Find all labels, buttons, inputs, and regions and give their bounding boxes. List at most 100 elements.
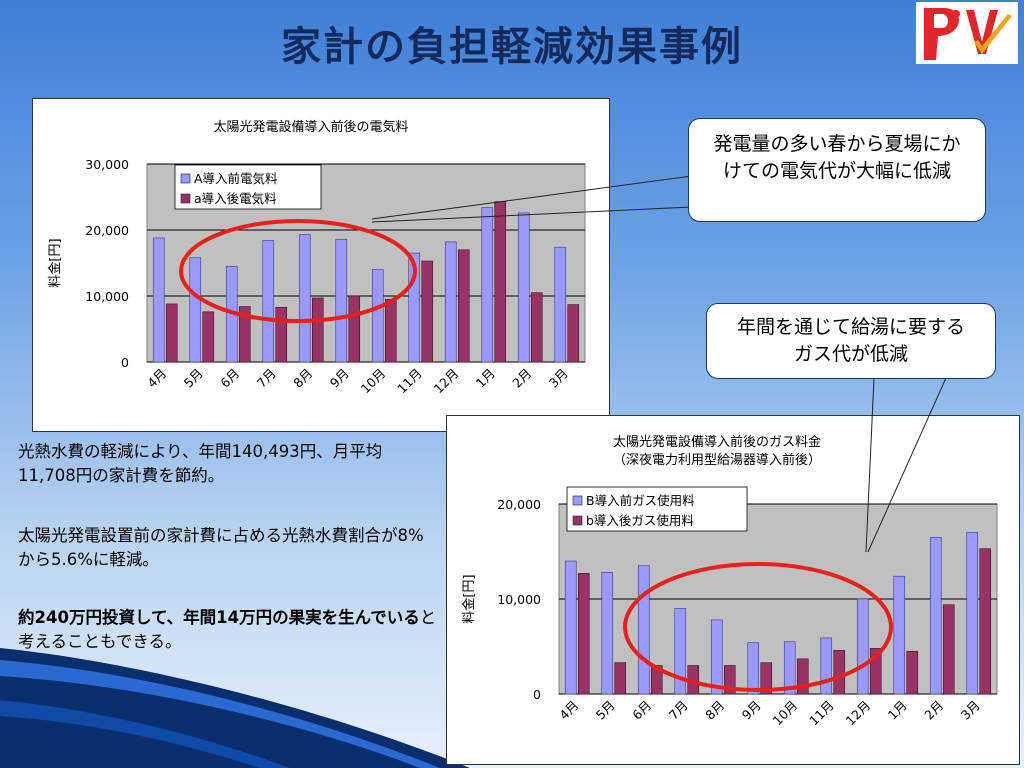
elec-bar-before — [335, 238, 348, 363]
gas-legend-swatch — [572, 515, 583, 526]
elec-bar-after — [421, 260, 434, 363]
gas-xtick-label: 12月 — [843, 698, 874, 729]
gas-bar-after — [869, 648, 882, 695]
gas-bar-before — [710, 619, 723, 695]
gas-bar-before — [820, 637, 833, 695]
elec-bar-after — [530, 292, 543, 363]
gas-bar-before — [929, 536, 942, 695]
elec-bar-before — [444, 241, 457, 363]
gas-bar-before — [564, 560, 577, 695]
elec-legend-label: a導入後電気料 — [194, 191, 277, 206]
elec-bar-before — [298, 234, 311, 363]
gas-chart-panel: 太陽光発電設備導入前後のガス料金 （深夜電力利用型給湯器導入前後） 0 10,000 2… — [446, 415, 1020, 765]
elec-bar-before — [371, 269, 384, 363]
gas-legend-label: B導入前ガス使用料 — [586, 493, 695, 508]
gas-bar-after — [942, 604, 955, 695]
elec-bar-after — [311, 297, 324, 363]
gas-bar-after — [650, 665, 663, 695]
elec-bar-before — [189, 257, 202, 363]
gas-ylabel: 料金[円] — [461, 574, 477, 623]
elec-bar-after — [202, 311, 215, 363]
elec-bar-before — [262, 240, 275, 363]
elec-xtick-label: 10月 — [358, 366, 389, 397]
elec-xtick-label: 2月 — [509, 366, 534, 391]
elec-xtick-label: 8月 — [290, 366, 315, 391]
gas-xtick-label: 7月 — [666, 698, 691, 723]
elec-bar-after — [275, 306, 288, 363]
gas-title: 太陽光発電設備導入前後のガス料金 — [613, 434, 821, 450]
gas-xtick-label: 4月 — [556, 698, 581, 723]
pv-logo-icon — [916, 2, 1018, 64]
gas-bar-before — [893, 575, 906, 695]
gas-ytick-label: 0 — [533, 687, 541, 702]
gas-bar-after — [687, 665, 700, 695]
gas-bar-after — [796, 658, 809, 695]
body-paragraph-3-rest: と考えることもできる。 — [18, 608, 437, 651]
callout-gas: 年間を通じて給湯に要するガス代が低減 — [706, 303, 996, 379]
elec-xtick-label: 11月 — [394, 366, 425, 397]
gas-xtick-label: 3月 — [958, 698, 983, 723]
gas-bar-before — [637, 565, 650, 695]
slide-title: 家計の負担軽減効果事例 — [281, 23, 743, 70]
gas-bar-before — [674, 608, 687, 695]
elec-bar-before — [554, 246, 567, 363]
elec-bar-after — [238, 306, 251, 363]
gas-bar-after — [614, 662, 627, 695]
elec-legend-label: A導入前電気料 — [194, 171, 278, 186]
elec-bar-after — [567, 304, 580, 363]
elec-bar-after — [494, 201, 507, 363]
elec-legend-swatch — [180, 193, 191, 204]
gas-legend-swatch — [572, 495, 583, 506]
gas-legend-label: b導入後ガス使用料 — [586, 513, 694, 528]
elec-ytick-label: 20,000 — [85, 223, 129, 238]
callout-electricity: 発電量の多い春から夏場にかけての電気代が大幅に低減 — [688, 118, 986, 222]
gas-xtick-label: 11月 — [806, 698, 837, 729]
elec-xtick-label: 12月 — [431, 366, 462, 397]
gas-bar-after — [577, 573, 590, 695]
gas-xtick-label: 9月 — [739, 698, 764, 723]
gas-legend-box — [566, 486, 748, 532]
elec-title: 太陽光発電設備導入前後の電気料 — [213, 119, 408, 135]
elec-bar-after — [165, 303, 178, 363]
elec-bar-before — [408, 252, 421, 363]
elec-ytick-label: 10,000 — [85, 289, 129, 304]
elec-xtick-label: 9月 — [327, 366, 352, 391]
elec-xtick-label: 3月 — [546, 366, 571, 391]
elec-xtick-label: 7月 — [254, 366, 279, 391]
gas-bar-after — [906, 650, 919, 695]
gas-xtick-label: 1月 — [885, 698, 910, 723]
gas-bar-after — [979, 548, 992, 695]
electricity-chart-panel: 太陽光発電設備導入前後の電気料 0 10,000 20,000 30,000 料金[円] 4… — [32, 98, 610, 432]
elec-legend-box — [174, 164, 322, 210]
electricity-chart: 太陽光発電設備導入前後の電気料 0 10,000 20,000 30,000 料金[円] 4… — [47, 119, 586, 397]
gas-xtick-label: 8月 — [702, 698, 727, 723]
gas-ytick-label: 20,000 — [497, 497, 541, 512]
body-paragraph-3-bold: 約240万円投資して、年間14万円の果実を生んでいる — [18, 608, 420, 627]
elec-xtick-label: 6月 — [217, 366, 242, 391]
elec-xtick-label: 4月 — [144, 366, 169, 391]
gas-ytick-label: 10,000 — [497, 592, 541, 607]
elec-xtick-label: 1月 — [473, 366, 498, 391]
gas-bar-after — [833, 650, 846, 695]
body-paragraph-3: 約240万円投資して、年間14万円の果実を生んでいると考えることもできる。 — [18, 606, 438, 654]
elec-bar-after — [384, 299, 397, 363]
elec-bar-before — [517, 212, 530, 363]
callout-electricity-text: 発電量の多い春から夏場にかけての電気代が大幅に低減 — [713, 133, 961, 182]
gas-xtick-label: 10月 — [770, 698, 801, 729]
gas-bar-before — [601, 572, 614, 695]
elec-legend-swatch — [180, 173, 191, 184]
gas-bar-after — [760, 662, 773, 695]
elec-bar-after — [348, 295, 361, 363]
gas-bar-before — [966, 532, 979, 695]
gas-subtitle: （深夜電力利用型給湯器導入前後） — [613, 452, 821, 468]
gas-chart: 太陽光発電設備導入前後のガス料金 （深夜電力利用型給湯器導入前後） 0 10,000 2… — [461, 434, 998, 729]
body-paragraph-1: 光熱水費の軽減により、年間140,493円、月平均11,708円の家計費を節約。 — [18, 442, 383, 485]
callout-gas-text: 年間を通じて給湯に要するガス代が低減 — [736, 316, 965, 365]
elec-bar-before — [481, 207, 494, 363]
elec-ytick-label: 30,000 — [85, 157, 129, 172]
gas-bar-after — [723, 665, 736, 695]
elec-xtick-label: 5月 — [181, 366, 206, 391]
gas-bar-before — [783, 641, 796, 695]
gas-bar-before — [856, 598, 869, 695]
